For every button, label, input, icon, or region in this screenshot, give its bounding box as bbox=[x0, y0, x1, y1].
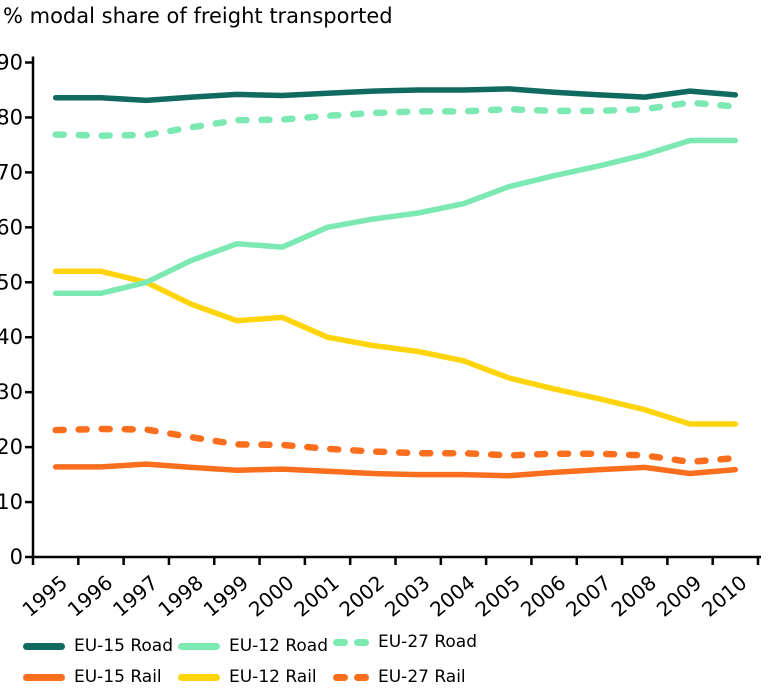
legend-label: EU-15 Road bbox=[74, 636, 174, 656]
x-tick-label: 1999 bbox=[199, 570, 253, 621]
y-tick-label: 60 bbox=[0, 215, 23, 239]
legend-item-eu-15-rail: EU-15 Rail bbox=[23, 666, 178, 688]
x-tick-label: 2000 bbox=[244, 570, 298, 621]
legend-label: EU-27 Rail bbox=[378, 667, 466, 687]
x-tick-label: 2010 bbox=[697, 570, 751, 621]
series-line-eu-15-rail bbox=[52, 461, 739, 479]
y-tick-label: 10 bbox=[0, 490, 23, 514]
series-line-eu-12-road bbox=[52, 137, 739, 297]
x-tick-label: 1996 bbox=[63, 570, 117, 621]
x-tick-label: 2008 bbox=[606, 570, 660, 621]
x-tick-label: 2004 bbox=[425, 570, 479, 621]
x-tick-label: 2007 bbox=[561, 570, 615, 621]
legend-swatch-solid bbox=[178, 642, 220, 650]
x-tick-label: 1997 bbox=[108, 570, 162, 621]
legend-swatch-solid bbox=[23, 642, 65, 650]
legend: EU-15 Road EU-12 Road EU-27 Road EU-15 Rail… bbox=[23, 632, 477, 688]
y-tick-label: 70 bbox=[0, 160, 23, 184]
x-tick-label: 2006 bbox=[516, 570, 570, 621]
legend-swatch-solid bbox=[23, 673, 65, 681]
legend-item-eu-15-road: EU-15 Road bbox=[23, 635, 178, 657]
y-tick-label: 90 bbox=[0, 51, 23, 75]
legend-item-eu-27-rail: EU-27 Rail bbox=[333, 666, 477, 688]
legend-label: EU-12 Rail bbox=[229, 667, 317, 687]
x-tick-label: 1998 bbox=[153, 570, 207, 621]
legend-item-eu-12-rail: EU-12 Rail bbox=[178, 666, 333, 688]
x-tick-label: 2003 bbox=[380, 570, 434, 621]
x-tick-label: 2005 bbox=[471, 570, 525, 621]
chart-svg: 0102030405060708090199519961997199819992… bbox=[0, 51, 761, 622]
legend-label: EU-12 Road bbox=[229, 636, 329, 656]
x-tick-label: 1995 bbox=[17, 570, 71, 621]
legend-swatch-dashed bbox=[333, 673, 369, 681]
series-line-eu-12-rail bbox=[52, 268, 739, 427]
y-tick-label: 80 bbox=[0, 105, 23, 129]
series-line-eu-27-road bbox=[52, 99, 739, 139]
x-tick-label: 2002 bbox=[335, 570, 389, 621]
y-tick-label: 50 bbox=[0, 270, 23, 294]
y-tick-label: 0 bbox=[10, 545, 23, 569]
series-line-eu-27-rail bbox=[52, 425, 739, 466]
y-tick-label: 40 bbox=[0, 325, 23, 349]
legend-label: EU-27 Road bbox=[378, 632, 478, 652]
series-line-eu-15-road bbox=[52, 86, 739, 104]
legend-swatch-dashed bbox=[333, 638, 369, 646]
y-tick-label: 20 bbox=[0, 435, 23, 459]
legend-swatch-solid bbox=[178, 673, 220, 681]
x-tick-label: 2001 bbox=[289, 570, 343, 621]
legend-item-eu-12-road: EU-12 Road bbox=[178, 635, 333, 657]
chart-title: % modal share of freight transported bbox=[3, 4, 393, 28]
y-tick-label: 30 bbox=[0, 380, 23, 404]
legend-label: EU-15 Rail bbox=[74, 667, 162, 687]
x-tick-label: 2009 bbox=[652, 570, 706, 621]
legend-item-eu-27-road: EU-27 Road bbox=[333, 631, 477, 653]
